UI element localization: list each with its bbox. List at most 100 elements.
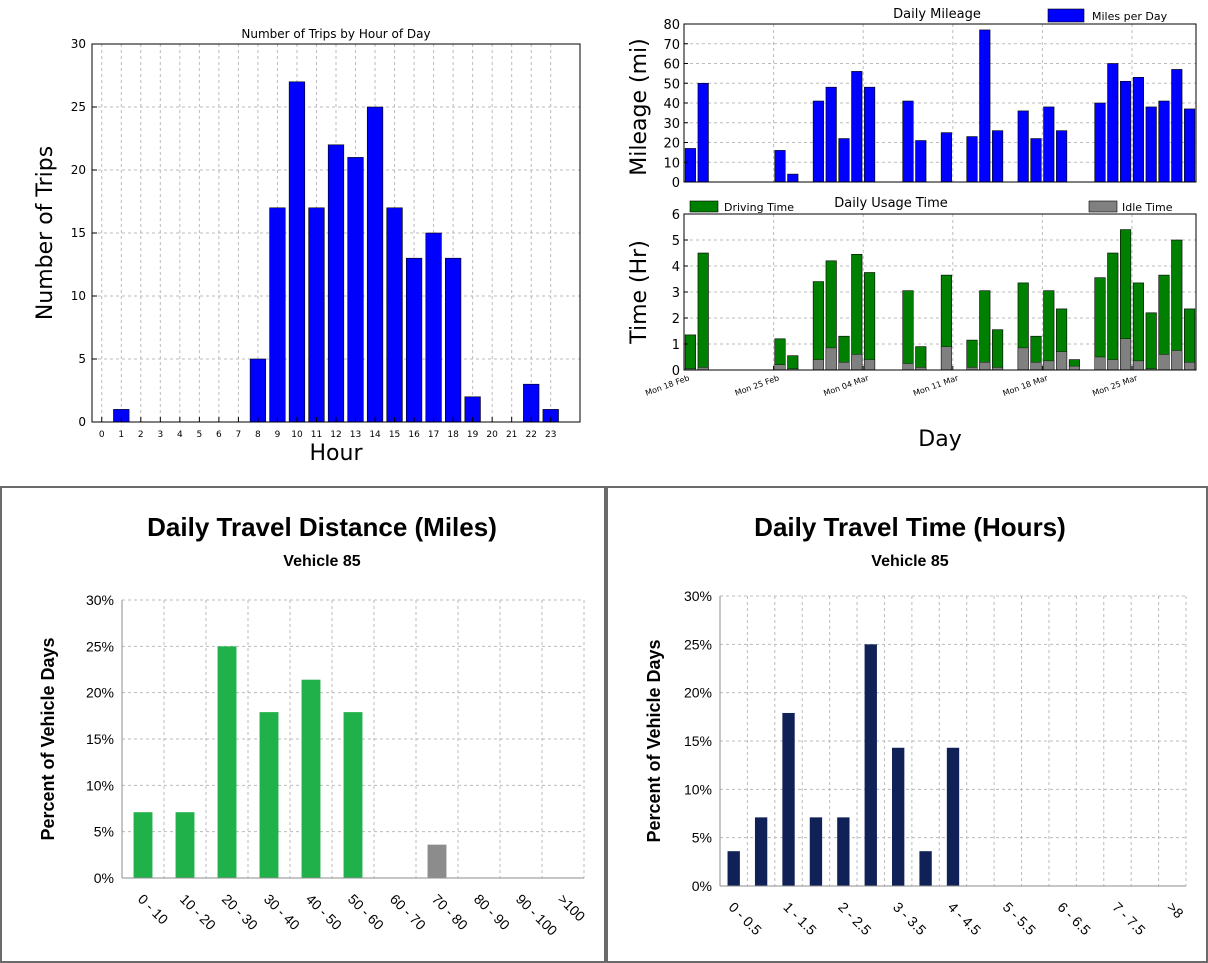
time-chart-title: Daily Travel Time (Hours) xyxy=(754,512,1066,542)
distance-bar xyxy=(175,812,195,878)
mileage-bar xyxy=(1132,77,1144,183)
driving-time-bar xyxy=(1107,252,1119,371)
trips-bar xyxy=(523,383,540,423)
mileage-bar xyxy=(902,100,914,183)
idle-time-bar xyxy=(774,364,786,371)
usage-y-tick-label: 1 xyxy=(672,338,680,353)
driving-time-bar xyxy=(915,346,927,371)
trips-x-tick-label: 12 xyxy=(330,430,341,440)
mileage-plot-frame xyxy=(683,23,1197,183)
distance-bar xyxy=(343,712,363,878)
time-y-tick-label: 25% xyxy=(684,636,712,652)
time-bar xyxy=(837,817,850,886)
distance-bar xyxy=(427,844,447,878)
usage-y-tick-label: 3 xyxy=(672,286,680,301)
idle-time-bar xyxy=(1120,338,1132,371)
mileage-bar xyxy=(1017,110,1029,183)
distance-x-tick-label: 20 - 30 xyxy=(219,891,261,933)
distance-x-tick-label: 60 - 70 xyxy=(387,891,429,933)
distance-x-tick-label: 80 - 90 xyxy=(471,891,513,933)
driving-time-bar xyxy=(684,334,696,371)
travel-distance-panel: 0% 5% 10% 15% 20% 25% 30% 0 - 10 10 - 20 20 - 30 3… xyxy=(0,486,606,963)
time-y-tick-label: 20% xyxy=(684,685,712,701)
mileage-bar xyxy=(966,136,978,183)
idle-time-bar xyxy=(1068,365,1080,371)
idle-time-bar xyxy=(979,362,991,371)
trips-x-tick-label: 13 xyxy=(350,430,361,440)
mileage-bar xyxy=(838,138,850,183)
trips-x-tick-label: 17 xyxy=(428,430,439,440)
time-y-tick-label: 10% xyxy=(684,781,712,797)
mileage-y-axis-label: Mileage (mi) xyxy=(627,38,652,175)
driving-time-bar xyxy=(992,329,1004,371)
trips-x-tick-label: 16 xyxy=(408,430,420,440)
trips-x-tick-label: 19 xyxy=(467,430,479,440)
mileage-bar xyxy=(1056,130,1068,183)
mileage-bar xyxy=(1120,80,1132,183)
trips-y-tick-label: 15 xyxy=(71,226,86,240)
mileage-y-tick-label: 10 xyxy=(663,156,680,171)
mileage-legend-label: Miles per Day xyxy=(1092,10,1168,23)
trips-x-tick-label: 20 xyxy=(486,430,498,440)
distance-chart-subtitle: Vehicle 85 xyxy=(283,553,360,570)
distance-y-tick-label: 30% xyxy=(86,592,114,608)
mileage-bar xyxy=(1171,69,1183,183)
trips-bar xyxy=(347,157,364,423)
driving-time-bar xyxy=(864,272,876,371)
idle-time-bar xyxy=(902,363,914,371)
travel-distance-chart: 0% 5% 10% 15% 20% 25% 30% 0 - 10 10 - 20 20 - 30 3… xyxy=(38,512,589,939)
trips-bar xyxy=(425,232,442,423)
trips-x-tick-label: 0 xyxy=(99,430,105,440)
trips-bar xyxy=(386,207,403,423)
time-x-tick-label: 1 - 1.5 xyxy=(780,899,820,939)
trips-x-tick-label: 18 xyxy=(447,430,459,440)
distance-bar xyxy=(133,812,153,878)
idle-time-bar xyxy=(1017,347,1029,371)
trips-x-tick-label: 10 xyxy=(291,430,303,440)
idle-time-bar xyxy=(812,359,824,371)
idle-time-bar xyxy=(1132,360,1144,371)
driving-time-bar xyxy=(1184,308,1196,371)
trips-bar xyxy=(308,207,325,423)
time-y-tick-label: 15% xyxy=(684,733,712,749)
time-x-tick-label: 6 - 6.5 xyxy=(1055,899,1095,939)
distance-y-tick-label: 25% xyxy=(86,638,114,654)
time-y-axis-label: Percent of Vehicle Days xyxy=(644,639,664,842)
trips-y-tick-label: 25 xyxy=(71,100,86,114)
trips-x-axis-label: Hour xyxy=(310,441,364,466)
mileage-y-tick-label: 40 xyxy=(663,97,680,112)
driving-time-bar xyxy=(697,252,709,371)
time-x-tick-label: 2 - 2.5 xyxy=(835,899,875,939)
time-y-tick-label: 5% xyxy=(692,830,712,846)
usage-y-tick-label: 6 xyxy=(672,208,680,223)
distance-y-tick-label: 0% xyxy=(94,870,114,886)
trips-y-tick-label: 5 xyxy=(78,352,86,366)
idle-time-bar xyxy=(1094,356,1106,371)
trips-y-tick-label: 20 xyxy=(71,163,86,177)
driving-time-bar xyxy=(966,339,978,371)
mileage-bar xyxy=(1043,106,1055,183)
idle-time-bar xyxy=(1030,362,1042,371)
mileage-y-tick-label: 70 xyxy=(663,38,680,53)
trips-bar xyxy=(249,358,267,423)
mileage-y-tick-label: 60 xyxy=(663,58,680,73)
time-x-tick-label: 7 - 7.5 xyxy=(1109,899,1149,939)
trips-x-tick-label: 21 xyxy=(506,430,517,440)
distance-x-tick-label: 50 - 60 xyxy=(345,891,387,933)
trips-x-tick-label: 1 xyxy=(118,430,124,440)
trips-bar xyxy=(288,81,306,423)
driving-legend-swatch xyxy=(689,200,719,213)
usage-plot-frame xyxy=(683,213,1197,371)
trips-x-tick-label: 2 xyxy=(138,430,144,440)
distance-x-tick-label: 90 - 100 xyxy=(513,891,561,939)
trips-x-tick-label: 8 xyxy=(255,430,261,440)
time-chart-subtitle: Vehicle 85 xyxy=(871,553,948,570)
distance-x-tick-label: 30 - 40 xyxy=(261,891,303,933)
trips-x-tick-label: 23 xyxy=(545,430,556,440)
idle-legend-swatch xyxy=(1088,200,1118,213)
mileage-bar xyxy=(684,148,696,183)
trips-x-tick-label: 9 xyxy=(275,430,281,440)
mileage-chart-title: Daily Mileage xyxy=(893,7,981,22)
time-x-tick-label: >8 xyxy=(1164,899,1187,922)
